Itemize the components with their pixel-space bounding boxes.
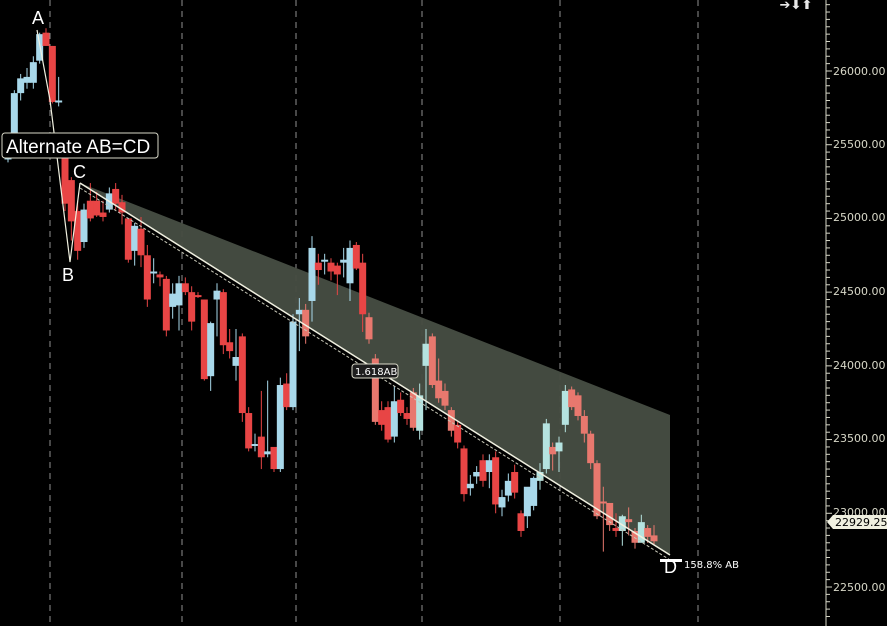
candles: [4, 28, 658, 552]
arrow-up-icon[interactable]: ⬆: [801, 0, 813, 13]
point-label-c: C: [73, 162, 86, 182]
price-axis-labels: 26000.00 25500.00 25000.00 24500.00 2400…: [833, 65, 886, 594]
point-label-d: D: [664, 557, 677, 577]
ratio-label-box[interactable]: 1.618AB: [351, 363, 399, 379]
price-tick-label: 26000.00: [833, 65, 886, 78]
price-tick-label: 24000.00: [833, 359, 886, 372]
pattern-title-label[interactable]: Alternate AB=CD: [1, 132, 159, 159]
arrow-right-icon[interactable]: ➔: [779, 0, 791, 13]
price-tick-label: 22500.00: [833, 581, 886, 594]
price-tick-label: 24500.00: [833, 285, 886, 298]
d-ratio-label: 158.8% AB: [684, 560, 739, 571]
price-tick-label: 25500.00: [833, 138, 886, 151]
arrow-down-icon[interactable]: ⬇: [790, 0, 802, 13]
price-tick-label: 23500.00: [833, 432, 886, 445]
price-axis-ticks: [826, 4, 832, 617]
point-label-a: A: [32, 8, 44, 28]
price-tick-label: 25000.00: [833, 211, 886, 224]
point-label-b: B: [62, 265, 74, 285]
pattern-title-text: Alternate AB=CD: [6, 137, 150, 158]
current-price-text: 22929.25: [835, 516, 887, 529]
chart-nav-toolbar: ➔⬇⬆: [779, 0, 813, 13]
current-price-tag: 22929.25: [827, 515, 887, 529]
point-d-marker[interactable]: D: [660, 557, 682, 577]
ratio-label-text: 1.618AB: [355, 367, 397, 378]
